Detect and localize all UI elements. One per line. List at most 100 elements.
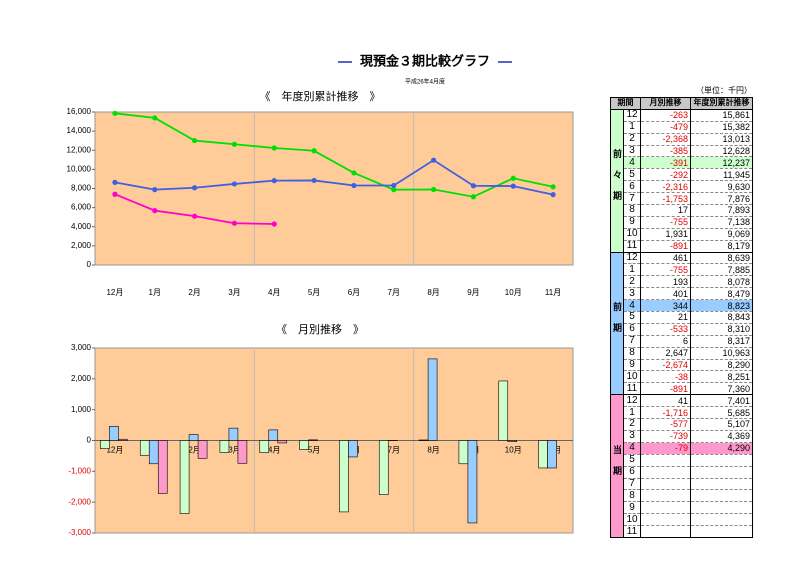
bar <box>237 440 248 464</box>
value-cell: 6 <box>640 335 691 348</box>
value-cell <box>690 454 753 467</box>
point <box>510 175 516 181</box>
value-cell: -533 <box>640 323 691 336</box>
value-cell: 7,138 <box>690 216 753 229</box>
value-cell: 8,310 <box>690 323 753 336</box>
month-cell: 3 <box>623 287 641 301</box>
point <box>152 208 158 214</box>
month-cell: 1 <box>623 263 641 277</box>
value-cell: 7,876 <box>690 192 753 206</box>
point <box>271 221 277 227</box>
x-tick-label: 8月 <box>427 446 439 455</box>
table-row: 4 344 8,823 <box>610 299 753 313</box>
table-row: 2 -2,368 13,013 <box>611 133 753 146</box>
data-table: 期間 月別推移 年度別累計推移 前々期 12 -263 15,861 1 -479 15,382 2… <box>610 97 753 538</box>
point <box>191 137 198 144</box>
value-cell: 8,843 <box>690 311 753 324</box>
x-tick-label: 4月 <box>268 288 280 297</box>
table-row: 5 -292 11,945 <box>611 168 753 182</box>
point <box>550 192 556 198</box>
value-cell <box>640 501 691 515</box>
value-cell: 8,179 <box>690 240 753 253</box>
month-cell: 11 <box>623 382 641 396</box>
value-cell: 344 <box>640 299 691 313</box>
value-cell <box>690 478 753 491</box>
table-row: 3 -385 12,628 <box>611 145 753 158</box>
month-cell: 9 <box>623 216 641 229</box>
point <box>470 183 477 189</box>
month-cell: 12 <box>623 109 641 122</box>
bar <box>498 380 509 441</box>
value-cell: 13,013 <box>690 133 753 146</box>
y-tick-label: 2,000 <box>71 241 92 250</box>
point <box>191 213 198 219</box>
month-cell: 10 <box>623 513 641 527</box>
bar <box>507 440 518 442</box>
table-row: 当期 12 41 7,401 <box>610 394 753 538</box>
bar <box>299 440 309 450</box>
table-row: 11 -891 7,360 <box>611 382 753 396</box>
bar <box>308 439 318 441</box>
table-row: 10 -38 8,251 <box>611 370 753 384</box>
x-tick-label: 12月 <box>106 288 123 297</box>
month-cell: 4 <box>623 299 641 313</box>
point <box>112 110 118 116</box>
month-cell: 5 <box>623 454 641 467</box>
point <box>112 191 118 197</box>
table-row: 11 -891 8,179 <box>611 240 753 253</box>
table-row: 9 -2,674 8,290 <box>611 359 753 372</box>
bar <box>188 434 199 441</box>
table-row: 1 -755 7,885 <box>611 263 753 277</box>
point <box>351 170 357 176</box>
x-tick-label: 8月 <box>427 288 439 297</box>
bar <box>418 439 429 441</box>
value-cell: 11,945 <box>690 168 753 182</box>
point <box>430 157 437 163</box>
value-cell: -2,368 <box>640 133 691 146</box>
point <box>112 179 118 185</box>
month-cell: 7 <box>623 335 641 348</box>
point <box>231 141 238 147</box>
x-tick-label: 3月 <box>228 288 240 297</box>
month-cell: 7 <box>623 478 641 491</box>
value-cell <box>690 489 753 503</box>
table-row: 9 <box>611 501 753 515</box>
subtitle: 平成26年4月度 <box>405 78 445 86</box>
value-cell: 8,078 <box>690 275 753 289</box>
value-cell: 9,069 <box>690 228 753 241</box>
table-row: 7 <box>611 478 753 491</box>
value-cell: 2,647 <box>640 347 691 360</box>
value-cell <box>690 513 753 527</box>
table-row: 1 -1,716 5,685 <box>611 406 753 420</box>
value-cell: 15,861 <box>690 109 753 122</box>
month-cell: 9 <box>623 501 641 515</box>
x-tick-label: 10月 <box>505 288 522 297</box>
value-cell: 15,382 <box>690 121 753 134</box>
x-tick-label: 4月 <box>268 446 280 455</box>
bar <box>179 440 190 514</box>
value-cell: -2,316 <box>640 180 691 194</box>
value-cell: 21 <box>640 311 691 324</box>
bar <box>157 440 168 494</box>
period-label: 前期 <box>610 252 624 396</box>
value-cell: 7,360 <box>690 382 753 396</box>
bar <box>538 440 548 469</box>
point <box>152 186 158 193</box>
chart-title: 《 月別推移 》 <box>276 322 364 336</box>
header-cell: 月別推移 <box>640 97 691 110</box>
header-cell: 年度別累計推移 <box>690 97 753 110</box>
month-cell: 8 <box>623 347 641 360</box>
bar <box>228 427 239 441</box>
month-cell: 12 <box>623 252 641 265</box>
value-cell: -385 <box>640 145 691 158</box>
point <box>391 187 397 193</box>
x-tick-label: 5月 <box>308 446 320 455</box>
value-cell: 8,317 <box>690 335 753 348</box>
table-row: 5 21 8,843 <box>611 311 753 324</box>
value-cell: 8,290 <box>690 359 753 372</box>
value-cell: -263 <box>640 109 691 122</box>
bar <box>197 440 208 459</box>
table-row: 2 193 8,078 <box>611 275 753 289</box>
value-cell <box>640 466 691 479</box>
